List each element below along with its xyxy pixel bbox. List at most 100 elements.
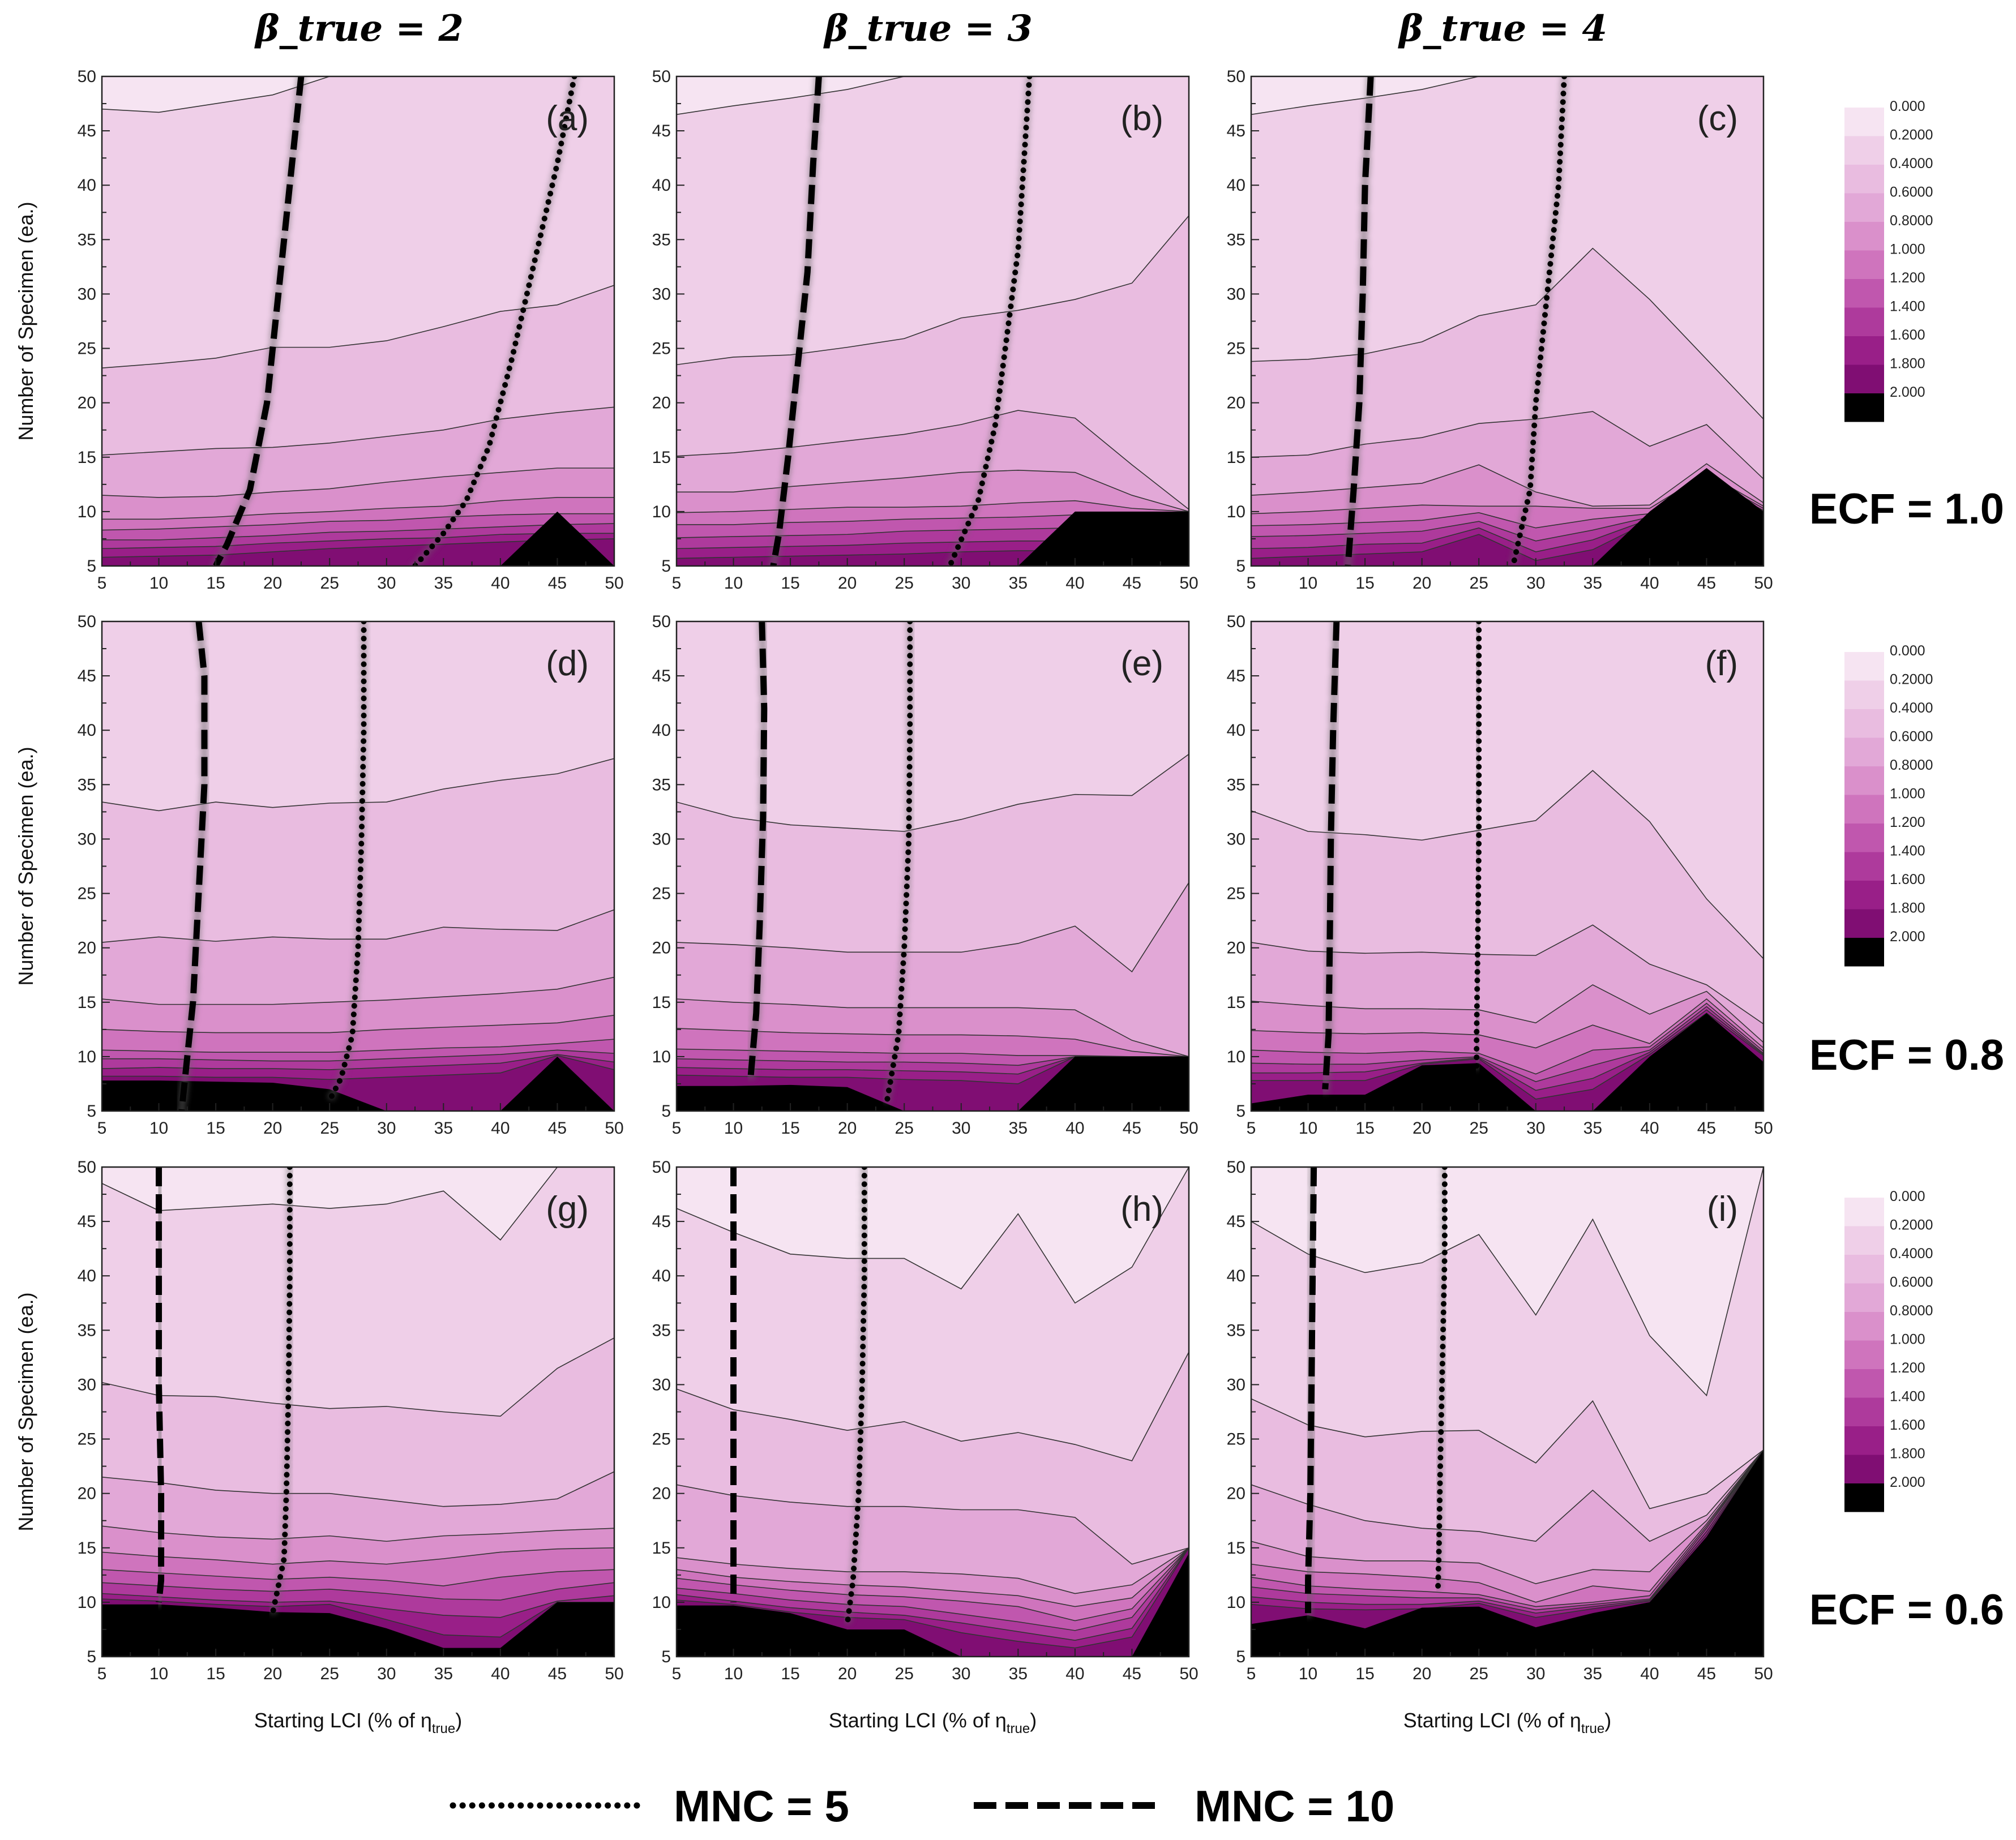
y-tick-label: 30 [652, 1375, 671, 1394]
x-tick-label: 50 [1179, 574, 1198, 593]
contour-band-max [677, 1056, 1189, 1111]
colorbar-3: 0.000 0.2000 0.4000 0.6000 0.8000 1.000 1.200 1… [1844, 1189, 1933, 1512]
y-tick-label: 5 [87, 1648, 96, 1666]
x-tick-label: 5 [97, 1665, 107, 1683]
panel-h: 5 10 15 20 25 30 35 40 45 50 5 10 15 20 25 30 35 40 45 50 (h… [652, 1158, 1199, 1736]
panel-g: 5 10 15 20 25 30 35 40 45 50 5 10 15 20 25 30 35 40 45 50 (g… [14, 1158, 624, 1736]
colorbar-tick-label: 1.400 [1890, 843, 1925, 859]
y-tick-label: 10 [1227, 1593, 1245, 1612]
colorbar-tick-label: 1.200 [1890, 1360, 1925, 1376]
y-axis-label: Number of Specimen (ea.) [14, 201, 37, 440]
contour-line-4 [1251, 984, 1764, 1043]
colorbar-tick-label: 1.400 [1890, 1389, 1925, 1405]
panel-b: 5 10 15 20 25 30 35 40 45 50 5 10 15 20 25 30 35 40 45 50 (b… [652, 67, 1199, 593]
x-tick-label: 40 [1065, 1665, 1084, 1683]
mnc10-curve [747, 621, 768, 1079]
contour-band-max [102, 1602, 614, 1657]
colorbar-swatch [1844, 1340, 1884, 1369]
x-tick-label: 30 [952, 1119, 970, 1138]
contour-line-4 [102, 976, 614, 1005]
x-tick-label: 30 [1526, 574, 1545, 593]
y-tick-label: 50 [652, 612, 671, 631]
x-tick-label: 40 [491, 574, 510, 593]
y-tick-label: 5 [87, 1102, 96, 1121]
panel-plot-area-b [677, 76, 1189, 566]
x-tick-label: 45 [1123, 1119, 1141, 1138]
colorbar-swatch [1844, 680, 1884, 709]
x-tick-label: 20 [838, 1665, 857, 1683]
panel-a: 5 10 15 20 25 30 35 40 45 50 5 10 15 20 25 30 35 40 45 50 (a… [14, 67, 624, 593]
y-tick-label: 20 [78, 939, 96, 958]
colorbar-tick-label: 1.800 [1890, 1446, 1925, 1462]
colorbar-swatch [1844, 709, 1884, 738]
contour-line-4 [677, 998, 1189, 1057]
colorbar-swatch [1844, 766, 1884, 795]
y-tick-label: 30 [1227, 285, 1245, 303]
y-tick-label: 20 [78, 1485, 96, 1503]
colorbar-swatch [1844, 1283, 1884, 1312]
contour-line-9 [1251, 1449, 1764, 1618]
mnc5-curve [1474, 621, 1482, 1071]
y-tick-label: 35 [1227, 775, 1245, 794]
legend-label-mnc10: MNC = 10 [1195, 1781, 1394, 1831]
x-tick-label: 15 [206, 1119, 225, 1138]
x-tick-label: 5 [1247, 1665, 1256, 1683]
colorbar-tick-label: 2.000 [1890, 384, 1925, 400]
x-tick-label: 35 [434, 1665, 453, 1683]
mnc10-curve [156, 1167, 165, 1603]
x-tick-label: 30 [377, 574, 396, 593]
x-tick-label: 50 [1754, 1119, 1773, 1138]
y-tick-label: 35 [1227, 230, 1245, 249]
y-tick-label: 5 [87, 557, 96, 576]
x-tick-label: 25 [1470, 574, 1488, 593]
panel-label-g: (g) [546, 1190, 589, 1229]
x-tick-label: 20 [263, 574, 282, 593]
contour-line-3 [1251, 924, 1764, 1024]
colorbar-swatch [1844, 279, 1884, 308]
colorbar-swatch [1844, 336, 1884, 365]
contour-line-7 [102, 1582, 614, 1601]
x-tick-label: 35 [434, 1119, 453, 1138]
x-tick-label: 20 [263, 1665, 282, 1683]
x-tick-label: 25 [1470, 1665, 1488, 1683]
x-tick-label: 30 [1526, 1119, 1545, 1138]
y-tick-label: 10 [652, 1048, 671, 1066]
y-tick-label: 15 [1227, 993, 1245, 1012]
colorbar-swatch [1844, 881, 1884, 910]
y-tick-label: 30 [1227, 1375, 1245, 1394]
mnc5-curve [327, 621, 367, 1103]
colorbar-tick-label: 0.2000 [1890, 127, 1933, 143]
contour-line-4 [1251, 1449, 1764, 1585]
x-tick-label: 40 [1640, 1665, 1659, 1683]
mnc5-curve [844, 1167, 867, 1627]
contour-line-8 [1251, 1009, 1764, 1091]
colorbar-swatch [1844, 909, 1884, 938]
colorbar-tick-label: 1.200 [1890, 270, 1925, 286]
x-tick-label: 10 [724, 1665, 743, 1683]
contour-line-7 [677, 1547, 1189, 1631]
panel-label-a: (a) [546, 99, 589, 138]
x-tick-label: 15 [1355, 574, 1374, 593]
x-tick-label: 45 [548, 1119, 567, 1138]
x-tick-label: 10 [149, 1119, 168, 1138]
x-tick-label: 10 [149, 574, 168, 593]
x-tick-label: 50 [1754, 574, 1773, 593]
x-tick-label: 10 [724, 574, 743, 593]
y-tick-label: 50 [652, 1158, 671, 1177]
y-tick-label: 40 [1227, 1267, 1245, 1285]
contour-line-2 [1251, 1398, 1764, 1509]
colorbar-swatch [1844, 1483, 1884, 1512]
colorbars-layer: 0.000 0.2000 0.4000 0.6000 0.8000 1.000 1.200 1… [1844, 98, 1933, 1512]
y-tick-label: 25 [78, 885, 96, 903]
panel-plot-area-i [1251, 1167, 1764, 1657]
panel-c: 5 10 15 20 25 30 35 40 45 50 5 10 15 20 25 30 35 40 45 50 (c… [1227, 67, 1773, 593]
x-tick-label: 20 [1413, 574, 1431, 593]
contour-line-2 [102, 1337, 614, 1417]
colorbar-tick-label: 1.000 [1890, 786, 1925, 802]
y-tick-label: 30 [78, 1375, 96, 1394]
contour-line-6 [1251, 1449, 1764, 1607]
contour-line-9 [102, 1598, 614, 1638]
contour-line-1 [1251, 1167, 1764, 1397]
colorbar-swatch [1844, 824, 1884, 852]
